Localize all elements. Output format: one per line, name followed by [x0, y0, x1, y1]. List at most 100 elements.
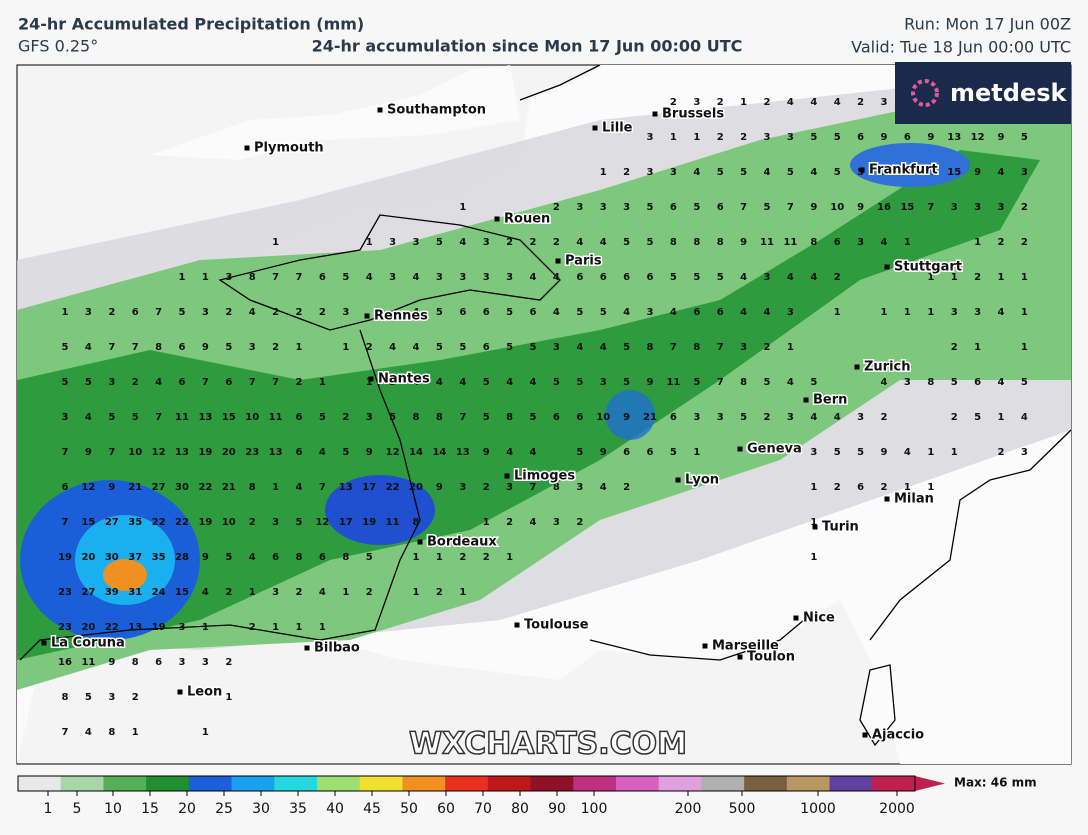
colorbar-tick-label: 200: [675, 801, 702, 817]
grid-value: 5: [108, 412, 115, 423]
city-label: Nantes: [378, 372, 430, 387]
grid-value: 8: [506, 412, 513, 423]
grid-value: 6: [857, 482, 864, 493]
grid-value: 4: [530, 272, 537, 283]
colorbar-cell: [18, 776, 62, 791]
grid-value: 2: [459, 552, 466, 563]
grid-value: 7: [459, 412, 466, 423]
colorbar-tick-label: 5: [73, 801, 82, 817]
grid-value: 15: [947, 167, 961, 178]
city-marker: [675, 477, 681, 483]
grid-value: 1: [693, 132, 700, 143]
colorbar-cell: [487, 776, 532, 791]
grid-value: 3: [998, 202, 1005, 213]
grid-value: 2: [740, 132, 747, 143]
grid-value: 6: [459, 307, 466, 318]
grid-value: 12: [81, 482, 95, 493]
grid-value: 6: [296, 447, 303, 458]
grid-value: 9: [927, 132, 934, 143]
grid-value: 1: [225, 692, 232, 703]
grid-value: 5: [530, 342, 537, 353]
grid-value: 1: [272, 482, 279, 493]
grid-value: 9: [974, 167, 981, 178]
grid-value: 7: [530, 482, 537, 493]
grid-value: 1: [927, 482, 934, 493]
grid-value: 6: [693, 307, 700, 318]
city-label: Southampton: [387, 103, 486, 118]
grid-value: 5: [670, 272, 677, 283]
grid-value: 2: [881, 482, 888, 493]
grid-value: 24: [152, 587, 166, 598]
city-label: Toulon: [747, 650, 795, 665]
city-marker: [812, 524, 818, 530]
grid-value: 2: [553, 202, 560, 213]
grid-value: 6: [717, 307, 724, 318]
colorbar-tick-label: 25: [215, 801, 233, 817]
grid-value: 1: [904, 482, 911, 493]
grid-value: 13: [947, 132, 961, 143]
grid-value: 8: [249, 272, 256, 283]
grid-value: 5: [85, 692, 92, 703]
grid-value: 1: [366, 237, 373, 248]
colorbar-tick-label: 2000: [879, 801, 915, 817]
grid-value: 4: [600, 342, 607, 353]
grid-value: 3: [85, 307, 92, 318]
grid-value: 1: [132, 727, 139, 738]
grid-value: 8: [132, 657, 139, 668]
grid-value: 11: [760, 237, 774, 248]
colorbar-cell: [872, 776, 916, 791]
grid-value: 8: [693, 342, 700, 353]
grid-value: 3: [483, 237, 490, 248]
grid-value: 7: [132, 342, 139, 353]
city-label: Zurich: [864, 360, 911, 375]
colorbar-cell: [573, 776, 617, 791]
city-label: Bordeaux: [427, 535, 497, 550]
colorbar-tick-label: 35: [289, 801, 307, 817]
grid-value: 4: [366, 272, 373, 283]
grid-value: 12: [152, 447, 166, 458]
grid-value: 3: [62, 412, 69, 423]
grid-value: 3: [787, 132, 794, 143]
colorbar-tick-label: 60: [437, 801, 455, 817]
grid-value: 2: [366, 342, 373, 353]
grid-value: 17: [362, 482, 376, 493]
grid-value: 5: [553, 377, 560, 388]
colorbar-cell: [658, 776, 702, 791]
grid-value: 5: [296, 517, 303, 528]
grid-value: 2: [1021, 237, 1028, 248]
grid-value: 1: [787, 342, 794, 353]
grid-value: 9: [366, 447, 373, 458]
grid-value: 2: [717, 97, 724, 108]
grid-value: 3: [389, 272, 396, 283]
grid-value: 3: [717, 412, 724, 423]
grid-value: 4: [413, 342, 420, 353]
grid-value: 5: [85, 377, 92, 388]
colorbar-cell: [530, 776, 574, 791]
grid-value: 1: [1021, 272, 1028, 283]
city-marker: [514, 622, 520, 628]
grid-value: 8: [810, 237, 817, 248]
grid-value: 20: [409, 482, 423, 493]
grid-value: 1: [998, 412, 1005, 423]
grid-value: 4: [787, 97, 794, 108]
city-marker: [417, 539, 423, 545]
grid-value: 2: [296, 587, 303, 598]
grid-value: 10: [128, 447, 142, 458]
colorbar-cell: [317, 776, 361, 791]
city-label: Brussels: [662, 107, 724, 122]
valid: Valid: Tue 18 Jun 00:00 UTC: [851, 38, 1071, 57]
colorbar-cell: [146, 776, 190, 791]
grid-value: 5: [717, 272, 724, 283]
grid-value: 7: [927, 202, 934, 213]
grid-value: 7: [717, 342, 724, 353]
grid-value: 6: [319, 272, 326, 283]
grid-value: 4: [249, 552, 256, 563]
city-marker: [652, 111, 658, 117]
grid-value: 2: [951, 412, 958, 423]
grid-value: 1: [272, 237, 279, 248]
grid-value: 13: [269, 447, 283, 458]
grid-value: 2: [764, 412, 771, 423]
grid-value: 5: [647, 237, 654, 248]
grid-value: 8: [108, 727, 115, 738]
grid-value: 15: [81, 517, 95, 528]
